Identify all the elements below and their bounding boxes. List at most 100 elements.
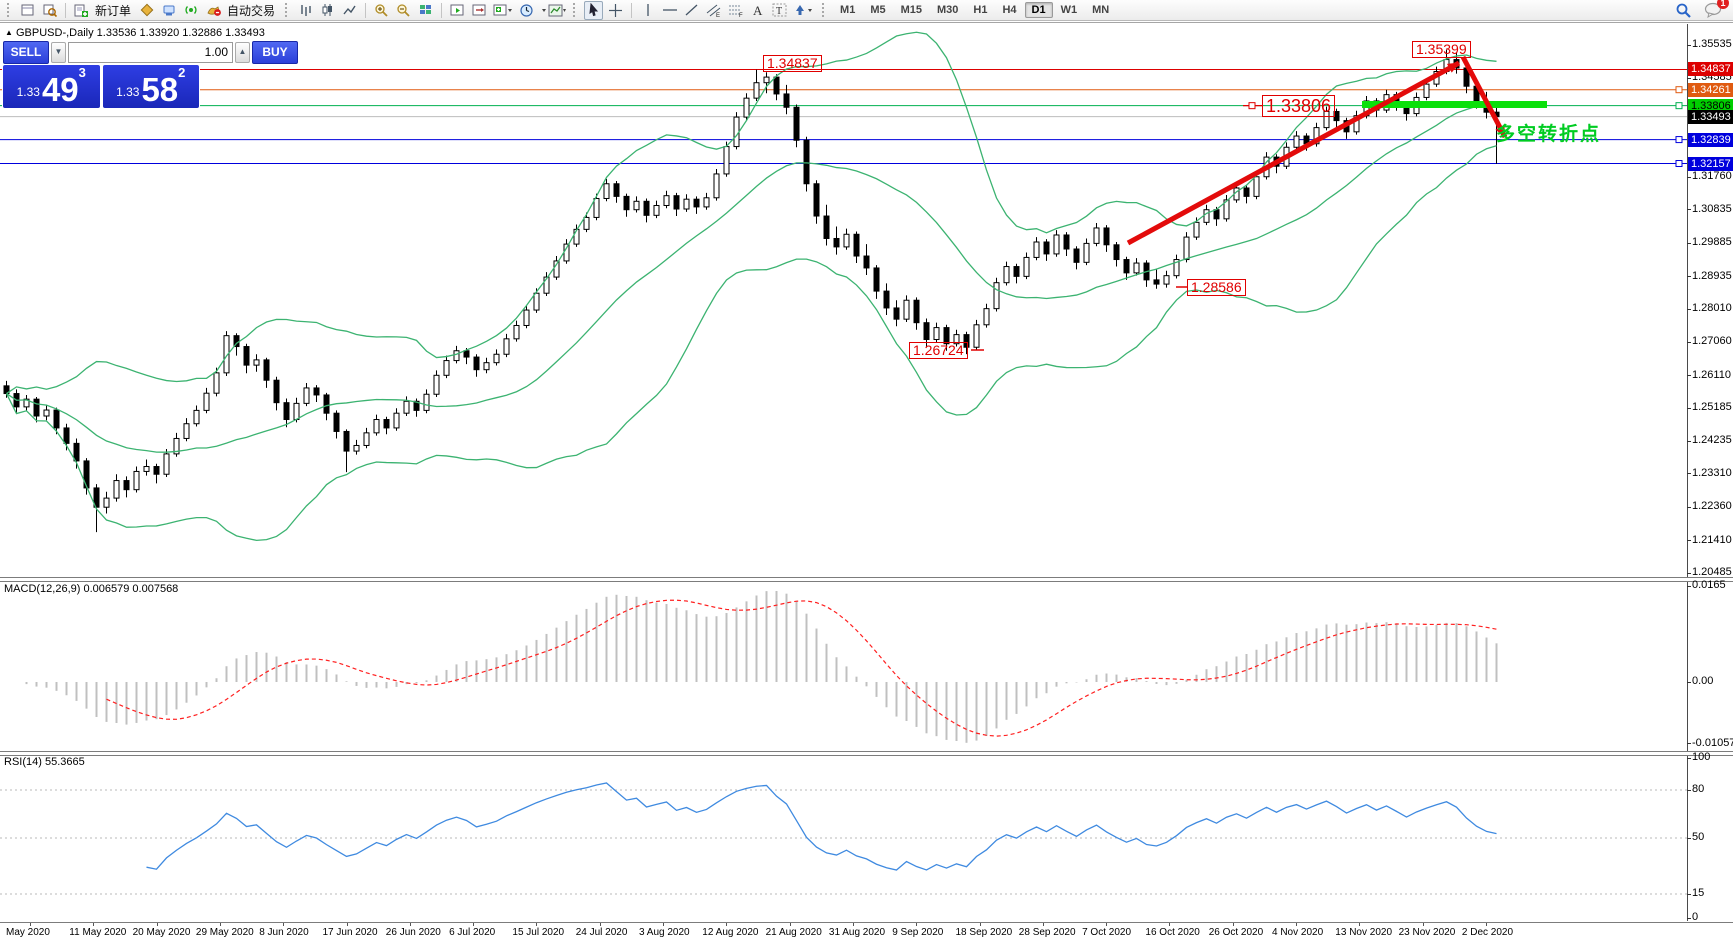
price-tick-label: 1.26110 — [1692, 368, 1731, 381]
periods-icon[interactable] — [517, 1, 536, 20]
price-tick-mark — [1687, 341, 1691, 343]
price-tick-label: 1.23310 — [1692, 466, 1732, 479]
svg-text:F: F — [739, 13, 743, 18]
time-tick-label: 16 Oct 2020 — [1145, 927, 1200, 938]
time-tick-mark — [726, 923, 728, 926]
price-tick-mark — [1687, 540, 1691, 542]
volume-up-button[interactable]: ▲ — [235, 41, 250, 63]
vertical-line-icon[interactable] — [638, 1, 657, 20]
price-callout[interactable]: 1.26724 — [909, 342, 968, 359]
horizontal-line-icon[interactable] — [660, 1, 679, 20]
tile-windows-icon[interactable] — [416, 1, 435, 20]
time-axis[interactable]: May 2020 11 May 2020 20 May 2020 29 May 202… — [0, 922, 1733, 942]
time-tick-mark — [409, 923, 411, 926]
time-tick-mark — [1232, 923, 1234, 926]
price-tick-label: 1.30835 — [1692, 202, 1732, 215]
macd-label: MACD(12,26,9) 0.006579 0.007568 — [4, 583, 179, 595]
rsi-tick-label: 100 — [1692, 751, 1711, 763]
timeframe-M30[interactable]: M30 — [937, 4, 959, 16]
price-level-badge: 1.34261 — [1688, 82, 1733, 97]
autotrading-label[interactable]: 自动交易 — [227, 3, 276, 18]
symbol-collapse-icon[interactable]: ▲ — [5, 28, 13, 37]
time-tick-mark — [283, 923, 285, 926]
timeframe-M1[interactable]: M1 — [840, 4, 856, 16]
price-callout[interactable]: 1.28586 — [1187, 279, 1246, 296]
volume-down-button[interactable]: ▼ — [51, 41, 66, 63]
autotrading-icon[interactable] — [204, 1, 223, 20]
price-callout[interactable]: 1.34837 — [763, 55, 822, 72]
buy-price-tile[interactable]: 1.33 58 2 — [102, 65, 199, 108]
toolbar-right: 1 — [1674, 0, 1729, 20]
new-order-label[interactable]: 新订单 — [95, 3, 132, 18]
timeframe-H1[interactable]: H1 — [973, 4, 988, 16]
line-chart-icon[interactable] — [340, 1, 359, 20]
toolbar-grip[interactable] — [7, 3, 12, 17]
time-tick-mark — [473, 923, 475, 926]
toolbar-grip[interactable] — [822, 3, 827, 17]
time-tick-label: May 2020 — [6, 927, 50, 938]
sell-price-tile[interactable]: 1.33 49 3 — [3, 65, 100, 108]
time-tick-label: 2 Dec 2020 — [1461, 927, 1514, 938]
trendline-icon[interactable] — [682, 1, 701, 20]
zoom-in-icon[interactable] — [372, 1, 391, 20]
price-callout[interactable]: 1.33806 — [1262, 95, 1336, 117]
text-icon[interactable]: A — [748, 1, 767, 20]
chart-preview-icon[interactable] — [40, 1, 59, 20]
annotation-text[interactable]: 多空转折点 — [1496, 124, 1602, 145]
paint-bucket-icon[interactable] — [138, 1, 157, 20]
volume-input[interactable] — [68, 41, 233, 63]
time-tick-label: 4 Nov 2020 — [1272, 927, 1324, 938]
chart-window-icon[interactable] — [18, 1, 37, 20]
toolbar-grip[interactable] — [573, 3, 578, 17]
sell-button[interactable]: SELL — [3, 40, 49, 64]
crosshair-icon[interactable] — [606, 1, 625, 20]
candlestick-icon[interactable] — [318, 1, 337, 20]
time-tick-mark — [1106, 923, 1108, 926]
panel-separator-rsi[interactable] — [0, 751, 1733, 756]
signal-icon[interactable] — [182, 1, 201, 20]
macd-values: 0.006579 0.007568 — [83, 583, 179, 595]
bar-chart-icon[interactable] — [296, 1, 315, 20]
timeframe-D1[interactable]: D1 — [1024, 2, 1053, 18]
fibonacci-icon[interactable]: F — [726, 1, 745, 20]
new-order-icon[interactable] — [72, 1, 91, 20]
price-callout[interactable]: 1.35399 — [1412, 41, 1471, 58]
label-icon[interactable]: T — [770, 1, 789, 20]
timeframe-H4[interactable]: H4 — [1002, 4, 1017, 16]
timeframe-M5[interactable]: M5 — [870, 4, 886, 16]
buy-button[interactable]: BUY — [252, 40, 298, 64]
autoscroll-icon[interactable] — [448, 1, 467, 20]
price-tick-mark — [1687, 242, 1691, 244]
toolbar: 新订单 自动交易 E F A T M1 M5 M15 M30 H1 H4 D1 W1 MN — [0, 0, 1733, 21]
time-tick-label: 7 Oct 2020 — [1082, 927, 1132, 938]
rsi-tick-mark — [1687, 917, 1691, 919]
channel-icon[interactable]: E — [704, 1, 723, 20]
arrows-icon[interactable] — [792, 1, 816, 20]
price-level-badge: 1.33493 — [1688, 109, 1733, 124]
zoom-out-icon[interactable] — [394, 1, 413, 20]
price-tick-mark — [1687, 209, 1691, 211]
time-tick-label: 18 Sep 2020 — [955, 927, 1013, 938]
timeframe-M15[interactable]: M15 — [900, 4, 922, 16]
rsi-tick-label: 0 — [1692, 911, 1699, 923]
timeframe-MN[interactable]: MN — [1092, 4, 1110, 16]
price-tick-mark — [1687, 407, 1691, 409]
template-icon[interactable] — [539, 1, 567, 20]
time-tick-label: 26 Jun 2020 — [385, 927, 441, 938]
add-indicator-icon[interactable] — [492, 1, 514, 20]
toolbar-grip[interactable] — [285, 3, 290, 17]
price-tick-mark — [1687, 572, 1691, 574]
timeframe-W1[interactable]: W1 — [1060, 4, 1078, 16]
panel-separator-macd[interactable] — [0, 577, 1733, 582]
chart-shift-icon[interactable] — [470, 1, 489, 20]
symbol-ohlc-text: GBPUSD-,Daily 1.33536 1.33920 1.32886 1.… — [15, 27, 265, 39]
macd-tick-mark — [1687, 585, 1691, 587]
search-icon[interactable] — [1674, 1, 1693, 20]
metaeditor-icon[interactable] — [160, 1, 179, 20]
time-tick-label: 6 Jul 2020 — [449, 927, 496, 938]
time-tick-mark — [1169, 923, 1171, 926]
cursor-icon[interactable] — [584, 0, 604, 20]
alerts-bubble-icon[interactable]: 1 — [1703, 0, 1729, 20]
